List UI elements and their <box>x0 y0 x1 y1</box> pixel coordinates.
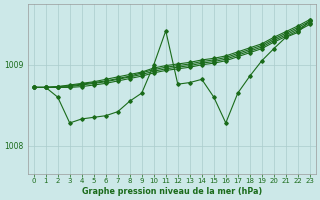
X-axis label: Graphe pression niveau de la mer (hPa): Graphe pression niveau de la mer (hPa) <box>82 187 262 196</box>
